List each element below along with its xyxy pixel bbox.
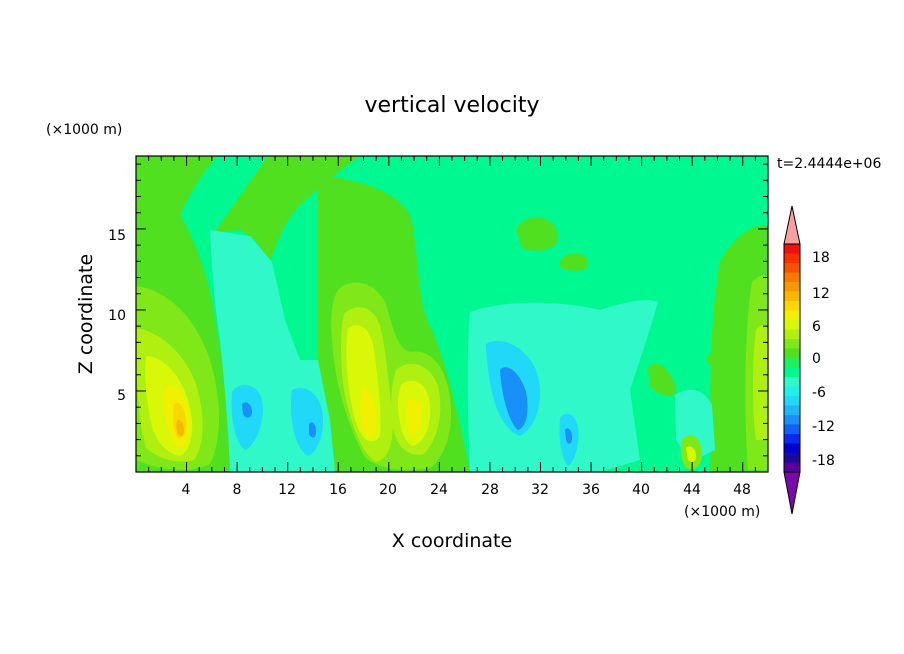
colorbar-tick-label: 18 bbox=[812, 250, 830, 266]
colorbar-swatch bbox=[784, 253, 800, 264]
colorbar-swatch bbox=[784, 310, 800, 321]
colorbar-swatch bbox=[784, 367, 800, 378]
y-axis-label: Z coordinate bbox=[75, 254, 97, 374]
x-tick-label: 48 bbox=[733, 482, 751, 498]
colorbar-swatch bbox=[784, 377, 800, 387]
y-tick-label: 5 bbox=[117, 388, 126, 404]
blue-downdraft-cores bbox=[242, 367, 572, 444]
axis-ticks bbox=[136, 156, 768, 472]
y-tick-label: 10 bbox=[108, 308, 126, 324]
chart-title: vertical velocity bbox=[364, 93, 539, 118]
colorbar-swatch bbox=[784, 462, 800, 473]
colorbar-swatches bbox=[784, 244, 800, 473]
colorbar-tick-label: -18 bbox=[812, 453, 835, 469]
colorbar-swatch bbox=[784, 291, 800, 302]
colorbar-swatch bbox=[784, 424, 800, 435]
x-tick-label: 28 bbox=[481, 482, 499, 498]
colorbar-swatch bbox=[784, 443, 800, 454]
x-tick-label: 24 bbox=[430, 482, 448, 498]
colorbar-swatch bbox=[784, 263, 800, 273]
x-axis-label: X coordinate bbox=[392, 530, 512, 552]
colorbar-swatch bbox=[784, 320, 800, 330]
colorbar-swatch bbox=[784, 405, 800, 416]
x-tick-label: 32 bbox=[531, 482, 549, 498]
y-unit-label: (×1000 m) bbox=[46, 122, 122, 138]
x-tick-label: 36 bbox=[582, 482, 600, 498]
updraft-plumes-level-6 bbox=[176, 419, 184, 437]
colorbar-tick-labels: 18 12 6 0 -6 -12 -18 bbox=[812, 250, 835, 469]
colorbar-swatch bbox=[784, 453, 800, 463]
plot-area bbox=[136, 156, 768, 472]
x-tick-label: 4 bbox=[182, 482, 191, 498]
x-tick-label: 20 bbox=[379, 482, 397, 498]
y-tick-label: 15 bbox=[108, 228, 126, 244]
colorbar-frame bbox=[783, 243, 801, 473]
colorbar-swatch bbox=[784, 396, 800, 406]
colorbar-swatch bbox=[784, 329, 800, 340]
colorbar-upper-arrow bbox=[783, 205, 801, 245]
colorbar-swatch bbox=[784, 386, 800, 397]
colorbar-swatch bbox=[784, 348, 800, 359]
x-tick-label: 8 bbox=[233, 482, 242, 498]
colorbar-swatch bbox=[784, 244, 800, 254]
colorbar-swatch bbox=[784, 339, 800, 349]
colorbar-lower-arrow bbox=[783, 471, 801, 515]
colorbar-swatch bbox=[784, 415, 800, 425]
colorbar-tick-label: 6 bbox=[812, 319, 821, 335]
colorbar: 18 12 6 0 -6 -12 -18 bbox=[783, 205, 835, 515]
colorbar-swatch bbox=[784, 434, 800, 444]
x-unit-label: (×1000 m) bbox=[684, 504, 760, 520]
x-tick-label: 16 bbox=[329, 482, 347, 498]
colorbar-tick-label: -12 bbox=[812, 419, 835, 435]
time-label: t=2.4444e+06 bbox=[777, 156, 881, 172]
x-tick-label: 40 bbox=[632, 482, 650, 498]
colorbar-tick-label: 12 bbox=[812, 286, 830, 302]
x-tick-label: 12 bbox=[278, 482, 296, 498]
x-tick-labels: 4 8 12 16 20 24 28 32 36 40 44 48 bbox=[182, 482, 751, 498]
colorbar-swatch bbox=[784, 301, 800, 311]
colorbar-swatch bbox=[784, 358, 800, 368]
colorbar-tick-label: 0 bbox=[812, 351, 821, 367]
colorbar-swatch bbox=[784, 272, 800, 283]
colorbar-tick-label: -6 bbox=[812, 385, 826, 401]
y-tick-labels: 5 10 15 bbox=[108, 228, 126, 404]
x-tick-label: 44 bbox=[683, 482, 701, 498]
colorbar-swatch bbox=[784, 282, 800, 292]
